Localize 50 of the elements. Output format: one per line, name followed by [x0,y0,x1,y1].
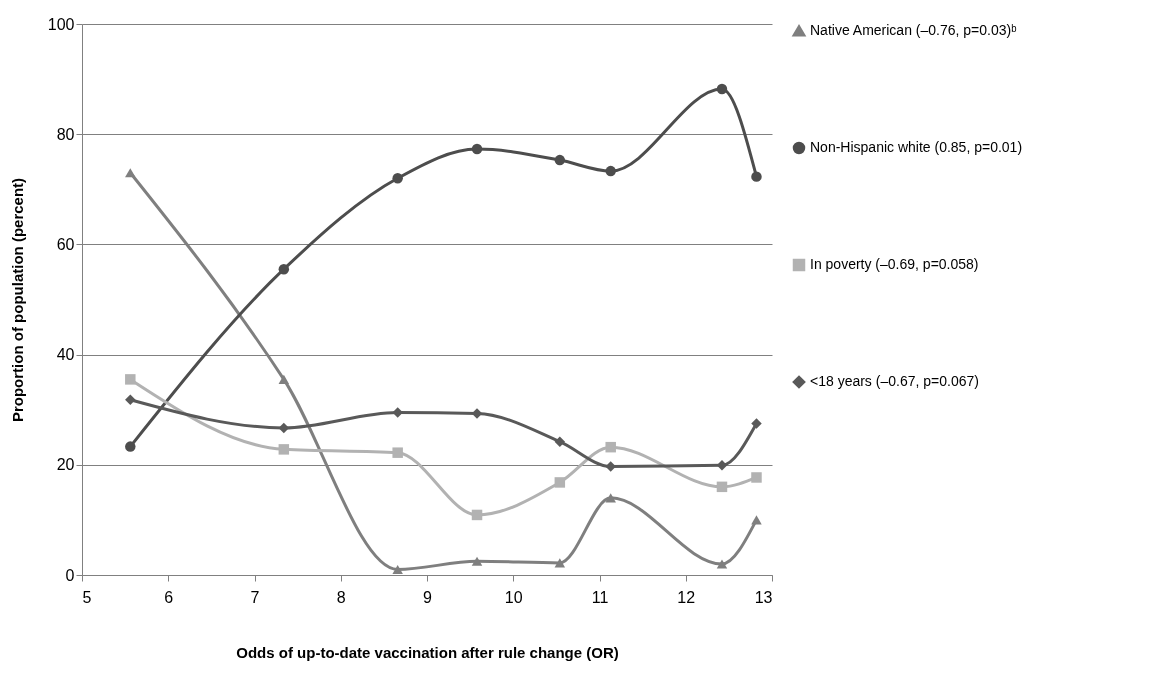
point [392,447,403,458]
x-tick-label: 8 [336,588,346,606]
point [392,407,403,418]
point [471,556,483,566]
point [751,472,762,483]
point [716,559,728,569]
x-tick-label: 5 [82,588,92,606]
point [392,173,403,184]
x-tick-label: 13 [754,588,773,606]
point [554,477,566,488]
point [125,168,136,178]
point [125,394,136,406]
point [125,374,136,385]
legend-label: <18 years (–0.67, p=0.067) [810,373,979,389]
y-tick-label: 0 [65,566,75,584]
point [716,83,728,95]
point [605,441,616,453]
x-tick-label: 6 [164,588,174,606]
point [471,143,483,155]
point [125,441,136,452]
point [554,436,566,447]
legend-label: Non-Hispanic white (0.85, p=0.01) [810,139,1023,155]
point [278,444,290,455]
point [554,154,566,166]
x-tick-label: 10 [504,588,523,606]
x-tick-label: 12 [677,588,696,606]
point [605,165,616,177]
y-tick-label: 20 [56,456,75,474]
y-tick-label: 80 [56,125,75,143]
point [751,171,762,182]
point [278,263,290,275]
y-tick-label: 40 [56,346,75,364]
point [392,564,403,575]
point [471,509,483,521]
point [278,374,290,384]
x-axis-title: Odds of up-to-date vaccination after rule change (OR) [236,643,619,661]
x-tick-label: 7 [250,588,260,606]
legend-label: Native American (–0.76, p=0.03)ᵇ [810,22,1017,38]
x-tick-label: 9 [423,588,433,606]
point [605,493,616,503]
y-tick-label: 100 [47,15,75,33]
point [751,515,762,525]
y-axis-title: Proportion of population (percent) [8,177,26,423]
point [554,558,566,568]
point [751,418,762,429]
x-tick-label: 11 [591,588,609,606]
point [716,481,728,493]
legend-label: In poverty (–0.69, p=0.058) [810,256,979,272]
y-tick-label: 60 [56,235,75,253]
point [605,461,616,472]
